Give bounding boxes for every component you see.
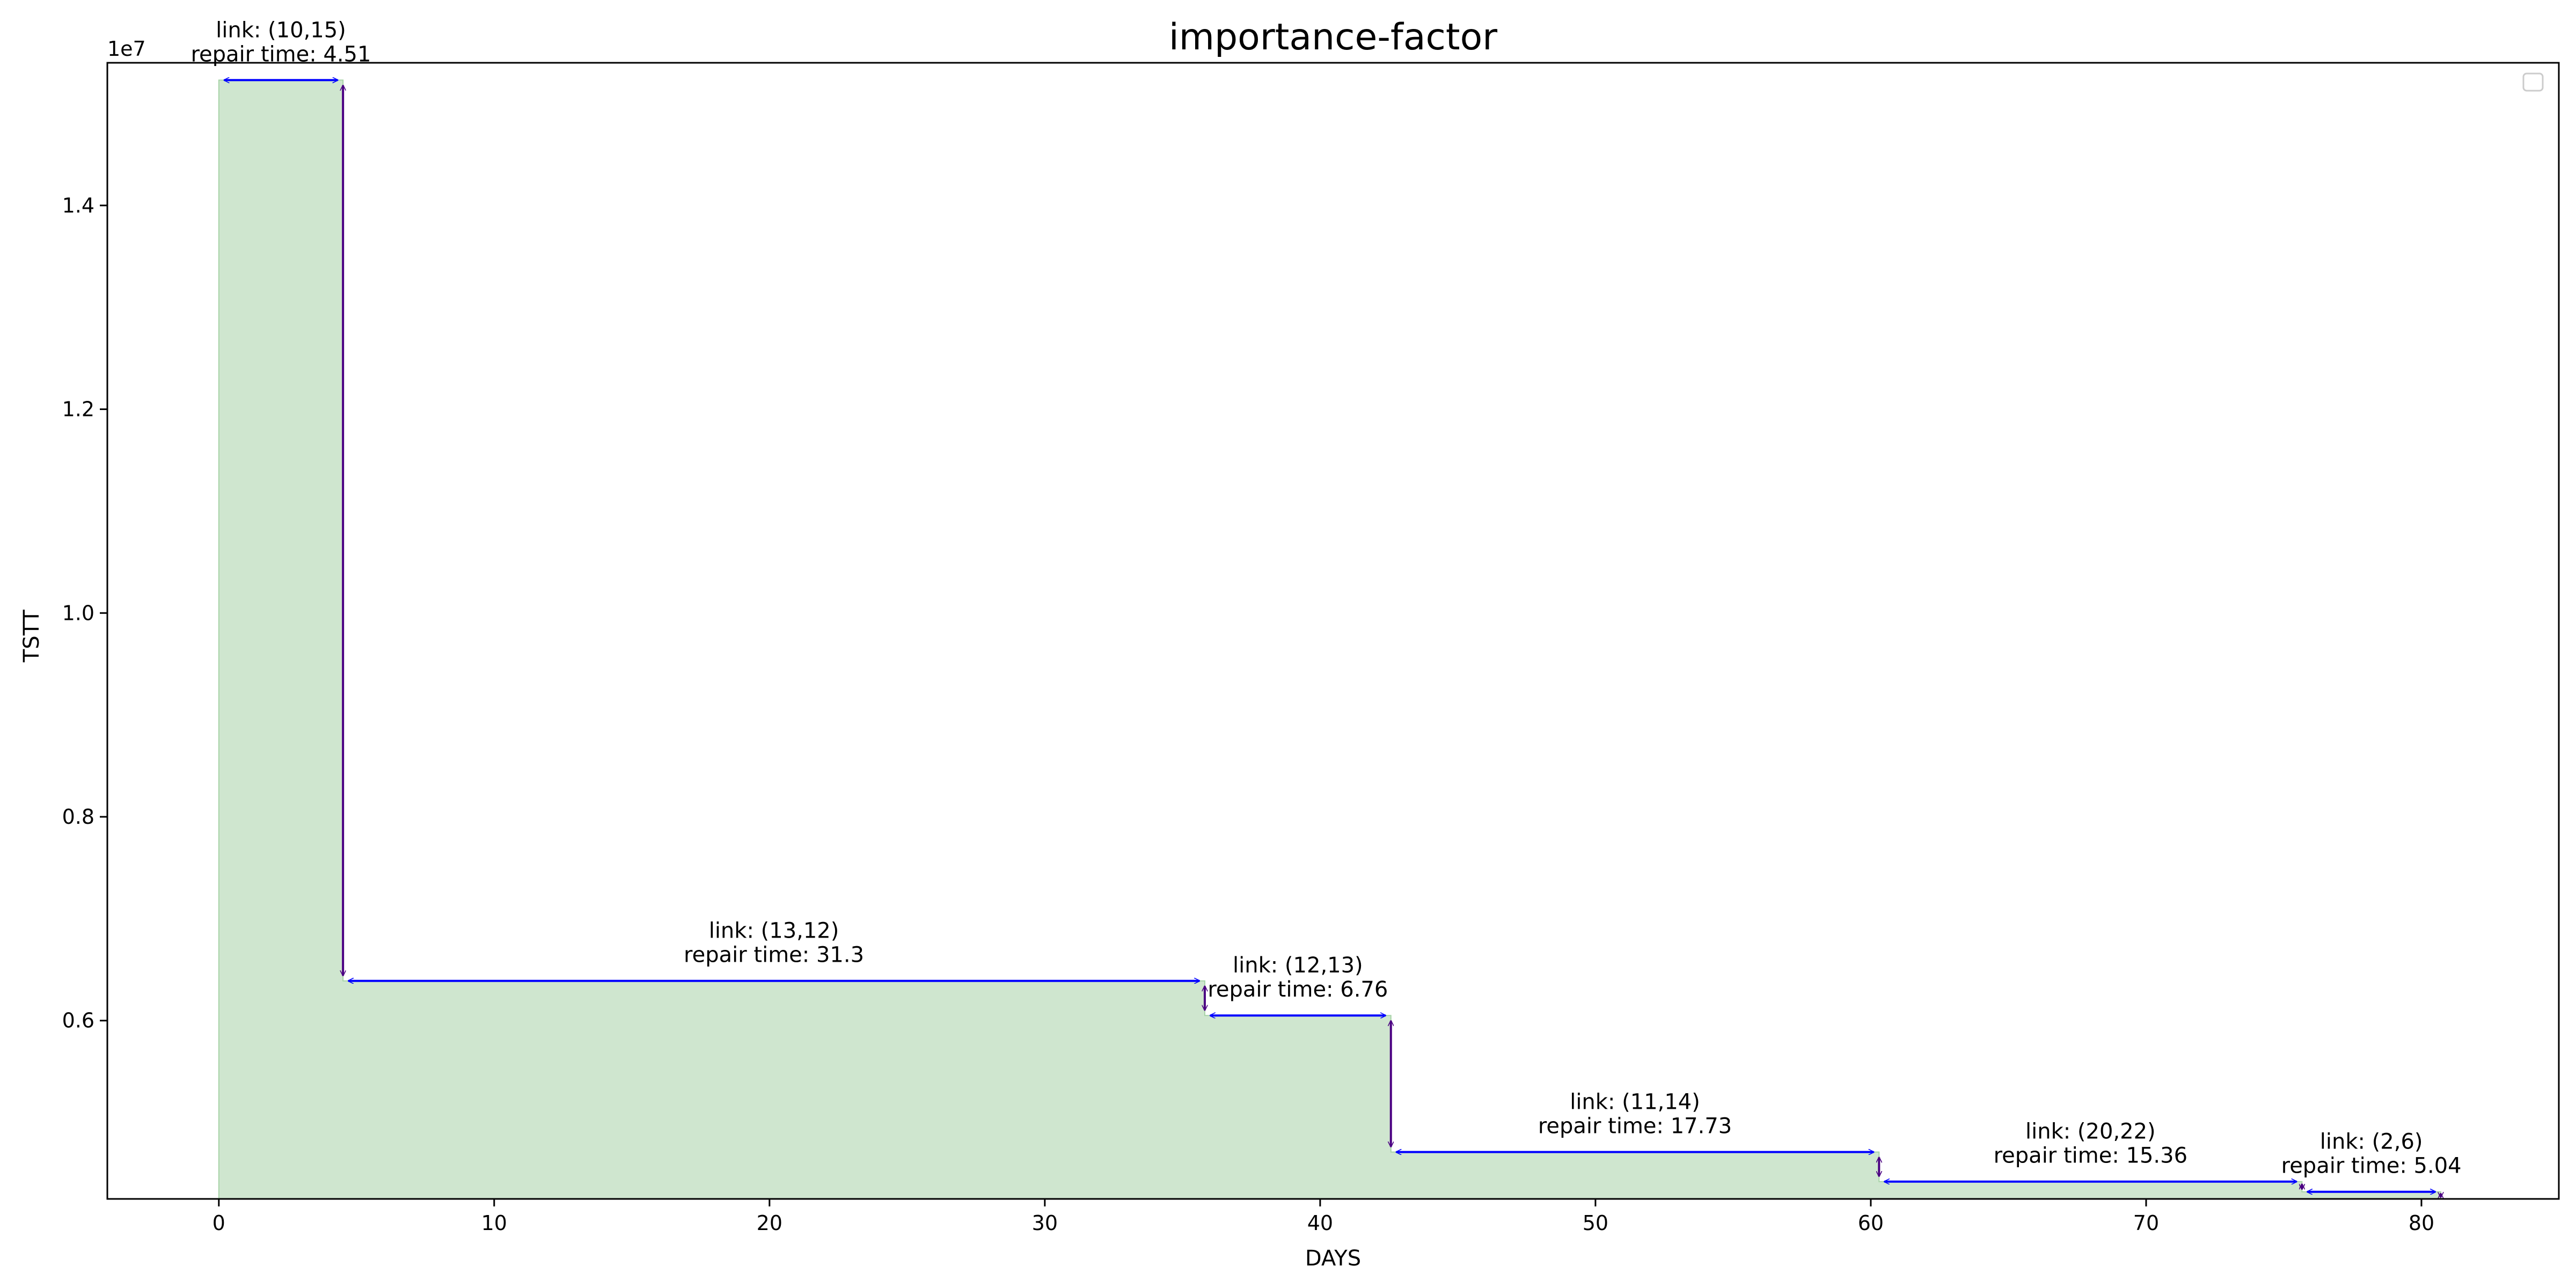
y-tick-label-4: 1.4 [62, 194, 94, 217]
x-tick-label-1: 10 [481, 1211, 507, 1235]
y-tick-label-0: 0.6 [62, 1009, 94, 1033]
x-tick-label-2: 20 [757, 1211, 782, 1235]
x-axis-label: DAYS [1305, 1246, 1361, 1271]
y-tick-label-2: 1.0 [62, 601, 94, 625]
step-link-label-2: link: (12,13) [1233, 953, 1363, 978]
step-repair-label-5: repair time: 5.04 [2281, 1154, 2462, 1179]
y-tick-label-1: 0.8 [62, 805, 94, 829]
step-link-label-1: link: (13,12) [709, 919, 839, 943]
arrow-layer [224, 80, 2441, 1197]
step-link-label-5: link: (2,6) [2320, 1130, 2423, 1154]
chart-title: importance-factor [1169, 16, 1497, 58]
x-tick-label-6: 60 [1858, 1211, 1884, 1235]
step-repair-label-1: repair time: 31.3 [684, 943, 864, 968]
y-axis-offset-label: 1e7 [107, 37, 146, 61]
tstt-area [218, 79, 2441, 1199]
x-tick-label-4: 40 [1307, 1211, 1333, 1235]
step-link-label-0: link: (10,15) [216, 18, 346, 42]
step-link-label-4: link: (20,22) [2025, 1119, 2156, 1144]
y-axis-label: TSTT [19, 609, 44, 663]
plot-frame [106, 62, 2560, 1200]
y-tick-label-3: 1.2 [62, 398, 94, 421]
x-tick-label-0: 0 [213, 1211, 225, 1235]
x-tick-label-8: 80 [2409, 1211, 2434, 1235]
x-axis-ticks: 0 10 20 30 40 50 60 70 80 [213, 1199, 2434, 1235]
step-repair-label-4: repair time: 15.36 [1994, 1144, 2187, 1168]
legend-box [2522, 72, 2544, 92]
step-repair-label-3: repair time: 17.73 [1538, 1114, 1732, 1139]
x-tick-label-3: 30 [1032, 1211, 1058, 1235]
x-tick-label-5: 50 [1583, 1211, 1608, 1235]
step-link-label-3: link: (11,14) [1570, 1090, 1700, 1115]
fill-layer [218, 79, 2441, 1199]
step-repair-label-2: repair time: 6.76 [1208, 977, 1388, 1002]
x-tick-label-7: 70 [2133, 1211, 2159, 1235]
y-axis-ticks: 0.6 0.8 1.0 1.2 1.4 [62, 194, 107, 1033]
